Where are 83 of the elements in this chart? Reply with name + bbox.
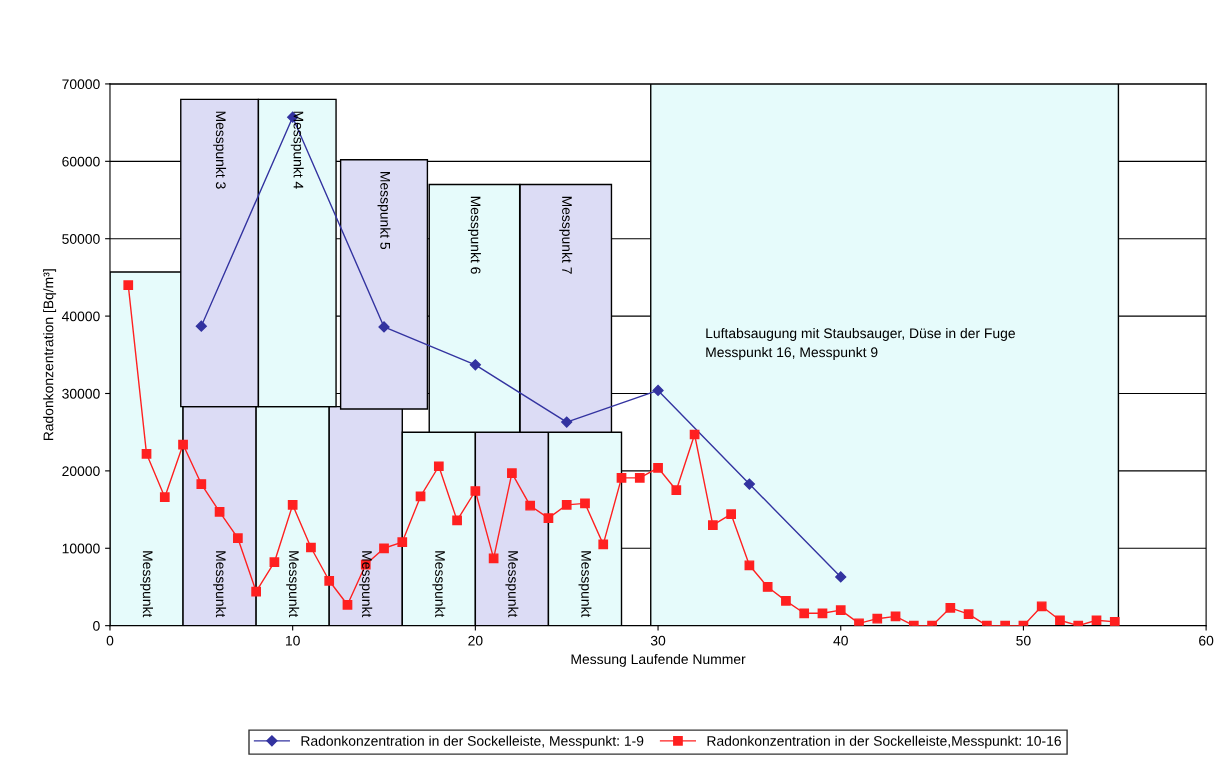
point xyxy=(963,609,974,619)
point xyxy=(178,439,188,450)
point xyxy=(123,280,134,291)
point xyxy=(251,586,261,597)
point xyxy=(1109,616,1120,626)
point xyxy=(1091,615,1102,626)
point xyxy=(872,613,883,624)
point xyxy=(507,468,517,479)
x-tick-label: 60 xyxy=(1199,635,1214,646)
point xyxy=(159,492,170,503)
x-tick-label: 20 xyxy=(468,635,483,646)
point xyxy=(817,608,828,619)
point xyxy=(342,599,353,610)
point xyxy=(945,602,956,613)
data-label: Messpunkt 5 xyxy=(377,172,391,250)
point xyxy=(543,513,554,523)
point xyxy=(470,486,481,496)
point xyxy=(488,553,499,564)
point xyxy=(835,571,847,583)
legend-label: Radonkonzentration in der Sockelleiste, Messpunkt: 1-9 xyxy=(301,735,644,749)
y-tick-label: 60000 xyxy=(62,156,100,167)
point xyxy=(452,515,462,526)
x-tick-label: 50 xyxy=(1016,635,1031,646)
point xyxy=(762,582,773,592)
data-label: Messpunkt xyxy=(505,551,519,618)
data-label: Messpunkt 6 xyxy=(467,196,481,274)
point xyxy=(854,618,864,626)
y-tick-label: 30000 xyxy=(62,388,100,399)
legend-label: Radonkonzentration in der Sockelleiste,Messpunkt: 10-16 xyxy=(707,735,1061,749)
point xyxy=(726,509,736,520)
point xyxy=(743,478,755,490)
annotation: Luftabsaugung mit Staubsauger, Düse in der Fuge Messpunkt 16, Messpunkt 9 xyxy=(706,327,1015,360)
y-tick-label: 70000 xyxy=(62,79,100,90)
data-label: Messpunkt xyxy=(578,551,592,618)
point xyxy=(799,608,810,619)
y-tick-label: 20000 xyxy=(62,466,100,477)
y-tick-label: 40000 xyxy=(61,311,100,322)
point xyxy=(525,500,536,511)
point xyxy=(707,520,718,530)
point xyxy=(580,498,590,509)
x-tick-label: 30 xyxy=(650,635,666,646)
point xyxy=(653,462,663,473)
point xyxy=(306,542,316,553)
data-label: Messpunkt 3 xyxy=(213,111,227,189)
point xyxy=(196,479,207,489)
point xyxy=(835,605,846,616)
y-axis-title: Radonkonzentration [Bq/m³] xyxy=(43,269,57,441)
point xyxy=(598,539,609,550)
point xyxy=(652,384,664,396)
y-tick-label: 0 xyxy=(93,620,100,631)
data-label: Messpunkt xyxy=(359,551,373,618)
point xyxy=(671,485,682,496)
point xyxy=(433,461,444,472)
point xyxy=(561,500,572,510)
point xyxy=(744,560,755,571)
data-label: Messpunkt xyxy=(140,551,153,618)
x-tick-label: 10 xyxy=(286,635,300,646)
data-label: Messpunkt xyxy=(286,551,300,618)
point xyxy=(269,557,280,568)
point xyxy=(287,500,298,510)
data-label: Messpunkt xyxy=(213,551,227,618)
data-label: Messpunkt 4 xyxy=(290,111,304,189)
point xyxy=(781,596,791,606)
point xyxy=(141,448,152,459)
x-tick-label: 40 xyxy=(833,635,848,646)
point xyxy=(561,416,573,428)
data-label: Messpunkt xyxy=(432,551,446,618)
data-label: Messpunkt 7 xyxy=(559,196,573,274)
point xyxy=(1036,601,1047,612)
point xyxy=(324,575,335,586)
point xyxy=(379,543,389,554)
y-tick-label: 50000 xyxy=(62,234,100,244)
point xyxy=(195,320,207,332)
point xyxy=(233,533,243,544)
point xyxy=(397,537,408,547)
x-tick-label: 0 xyxy=(106,635,114,646)
point xyxy=(214,507,225,517)
point xyxy=(634,472,645,483)
x-axis-title: Messung Laufende Nummer xyxy=(571,653,746,667)
point xyxy=(469,359,481,371)
point xyxy=(1055,615,1065,626)
point xyxy=(616,472,627,483)
y-tick-label: 10000 xyxy=(62,543,100,554)
